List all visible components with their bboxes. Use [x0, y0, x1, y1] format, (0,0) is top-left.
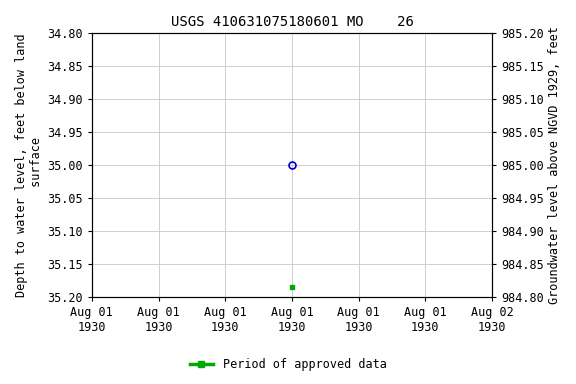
Legend: Period of approved data: Period of approved data — [185, 354, 391, 376]
Title: USGS 410631075180601 MO    26: USGS 410631075180601 MO 26 — [170, 15, 414, 29]
Y-axis label: Depth to water level, feet below land
 surface: Depth to water level, feet below land su… — [15, 33, 43, 297]
Y-axis label: Groundwater level above NGVD 1929, feet: Groundwater level above NGVD 1929, feet — [548, 26, 561, 304]
